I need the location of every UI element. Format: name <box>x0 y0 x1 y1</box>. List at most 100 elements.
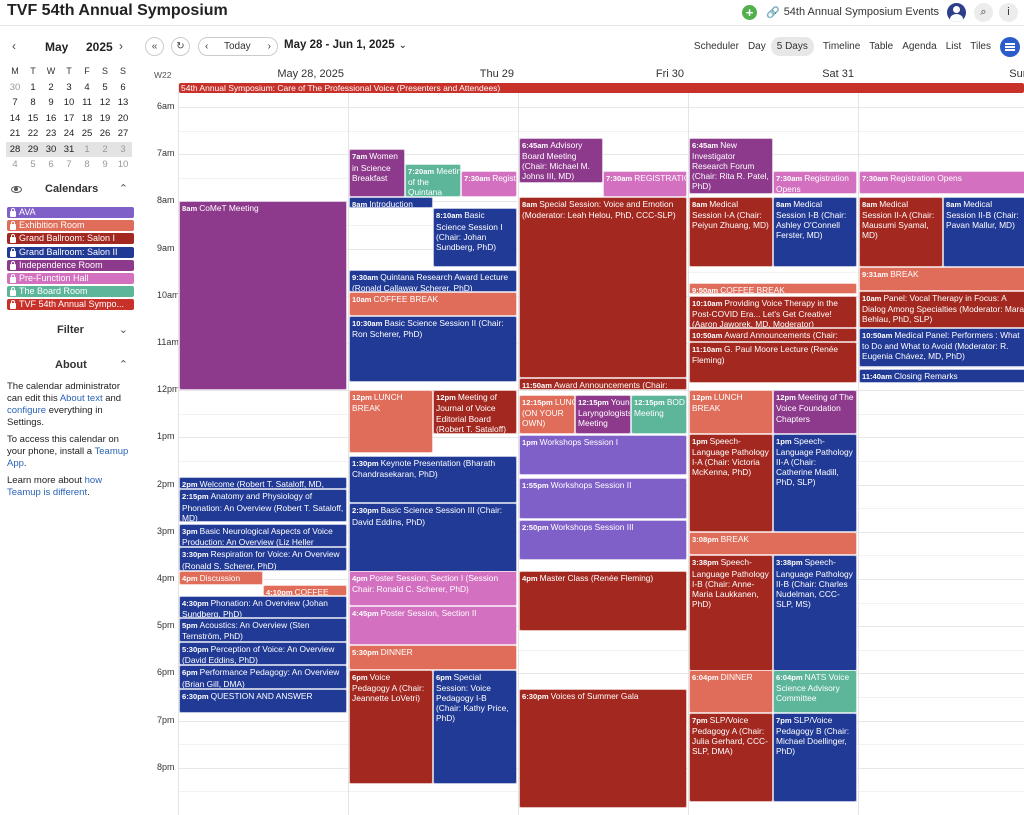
mini-cal-day[interactable]: 15 <box>27 112 39 124</box>
calendar-event[interactable]: 9:50am COFFEE BREAK <box>689 282 857 295</box>
mini-cal-day[interactable]: 6 <box>48 159 54 170</box>
mini-cal-day[interactable]: 7 <box>12 97 18 108</box>
today-button[interactable]: Today <box>224 41 251 52</box>
about-text-link[interactable]: About text <box>59 393 103 404</box>
mini-cal-day[interactable]: 3 <box>120 143 126 155</box>
mini-cal-day[interactable]: 28 <box>9 143 21 155</box>
calendar-event[interactable]: 11:40am Closing Remarks <box>859 368 1024 384</box>
mini-cal-day[interactable]: 25 <box>81 128 93 139</box>
mini-cal-day[interactable]: 26 <box>99 128 111 139</box>
calendar-event[interactable]: 7pm SLP/Voice Pedagogy B (Chair: Michael … <box>773 712 857 802</box>
next-button[interactable]: › <box>267 41 271 52</box>
calendar-event[interactable]: 2pm Welcome (Robert T. Sataloff, MD, <box>179 476 347 490</box>
mini-cal-week-row[interactable]: 28 29 30 31 1 2 3 <box>6 141 132 157</box>
mini-cal-day[interactable]: 5 <box>30 159 36 170</box>
mini-cal-day[interactable]: 24 <box>63 128 75 139</box>
calendar-event[interactable]: 4pm Discussion <box>179 570 263 585</box>
calendar-event[interactable]: 5:30pm DINNER <box>349 645 517 670</box>
mini-cal-day[interactable]: 17 <box>63 112 75 124</box>
calendar-event[interactable]: 4:30pm Phonation: An Overview (Johan Sund… <box>179 595 347 619</box>
calendar-event[interactable]: 12:15pmYoung Laryngologists Meeting <box>575 394 631 434</box>
mini-cal-week-row[interactable]: 7 8 9 10 11 12 13 <box>6 95 132 111</box>
previous-button[interactable]: ‹ <box>205 41 209 52</box>
calendar-event[interactable]: 8am Medical Session II-B (Chair: Pavan Ma… <box>943 196 1024 268</box>
mini-cal-day[interactable]: 2 <box>48 81 54 93</box>
mini-cal-day[interactable]: 23 <box>45 128 57 139</box>
configure-link[interactable]: configure <box>7 405 47 416</box>
calendar-event[interactable]: 2:50pm Workshops Session III <box>519 520 687 561</box>
calendar-event[interactable]: 9:30am Quintana Research Award Lecture (R… <box>349 269 517 292</box>
mini-cal-day[interactable]: 9 <box>48 97 54 108</box>
mini-cal-day[interactable]: 4 <box>84 81 90 93</box>
calendar-event[interactable]: 10am Panel: Vocal Therapy in Focus: A Dia… <box>859 291 1024 328</box>
view-tab-5-days[interactable]: 5 Days <box>770 37 814 56</box>
calendar-event[interactable]: 6:04pm DINNER <box>689 669 773 713</box>
day-header[interactable]: Sun 1 <box>1009 68 1024 80</box>
calendar-event[interactable]: 6:45am New Investigator Research Forum (C… <box>689 137 773 195</box>
calendar-event[interactable]: 12pm LUNCH BREAK <box>689 390 773 434</box>
user-avatar-icon[interactable] <box>947 2 966 22</box>
collapse-sidebar-button[interactable]: « <box>145 37 164 56</box>
refresh-button[interactable]: ↻ <box>171 37 190 56</box>
calendar-event[interactable]: 4pm Master Class (Renée Fleming) <box>519 570 687 631</box>
calendar-item[interactable]: Pre-Function Hall <box>7 272 134 284</box>
calendar-item[interactable]: Grand Ballroom: Salon I <box>7 233 134 245</box>
view-tab-day[interactable]: Day <box>747 41 766 52</box>
calendar-event[interactable]: 3:38pm Speech-Language Pathology II-B (Ch… <box>773 555 857 672</box>
view-tab-table[interactable]: Table <box>869 41 894 52</box>
mini-cal-day[interactable]: 16 <box>45 112 57 124</box>
calendar-event[interactable]: 10:30am Basic Science Session II (Chair: … <box>349 315 517 383</box>
calendar-event[interactable]: 1:55pm Workshops Session II <box>519 477 687 519</box>
calendar-event[interactable]: 8am Medical Session I-B (Chair: Ashley O'… <box>773 196 857 268</box>
day-header[interactable]: Thu 29 <box>479 68 514 80</box>
calendar-event[interactable]: 6pm Performance Pedagogy: An Overview (Br… <box>179 665 347 689</box>
mini-cal-day[interactable]: 6 <box>120 81 126 93</box>
calendar-event[interactable]: 1pm Workshops Session I <box>519 435 687 476</box>
mini-cal-day[interactable]: 30 <box>9 81 21 93</box>
calendar-item[interactable]: Independence Room <box>7 259 134 271</box>
calendar-item[interactable]: AVA <box>7 207 134 218</box>
calendars-section-header[interactable]: Calendars ⌃ <box>0 183 141 199</box>
mini-cal-day[interactable]: 11 <box>82 97 92 108</box>
mini-cal-day[interactable]: 31 <box>63 143 75 155</box>
view-tab-scheduler[interactable]: Scheduler <box>693 41 739 52</box>
calendar-event[interactable]: 7:30am Registration Opens <box>773 170 857 195</box>
calendar-item[interactable]: TVF 54th Annual Sympo... <box>7 299 134 311</box>
calendar-event[interactable]: 3pm Basic Neurological Aspects of Voice P… <box>179 523 347 548</box>
calendar-event[interactable]: 12:15pmLUNCH (ON YOUR OWN) <box>519 394 575 434</box>
mini-cal-prev-button[interactable]: ‹ <box>12 39 16 53</box>
calendar-event[interactable]: 12:15pm BOD Meeting <box>631 394 687 434</box>
menu-icon[interactable] <box>1000 37 1020 57</box>
calendar-event[interactable]: 8am Introduction <box>349 196 433 209</box>
mini-cal-week-row[interactable]: 14 15 16 17 18 19 20 <box>6 111 132 127</box>
calendar-event[interactable]: 12pm Meeting of Journal of Voice Editoria… <box>433 390 517 434</box>
mini-cal-day[interactable]: 3 <box>66 81 72 93</box>
chevron-down-icon[interactable]: ⌄ <box>118 324 128 336</box>
calendar-item[interactable]: Exhibition Room <box>7 220 134 232</box>
calendar-event[interactable]: 1:30pm Keynote Presentation (Bharath Chan… <box>349 456 517 504</box>
calendar-event[interactable]: 2:15pm Anatomy and Physiology of Phonatio… <box>179 489 347 523</box>
calendar-event[interactable]: 6:45am Advisory Board Meeting (Chair: Mic… <box>519 137 603 184</box>
calendar-event[interactable]: 8am Medical Session II-A (Chair: Mausumi … <box>859 196 943 268</box>
mini-cal-week-row[interactable]: 4 5 6 7 8 9 10 <box>6 157 132 173</box>
mini-cal-day[interactable]: 9 <box>102 159 108 170</box>
calendar-event[interactable]: 4pm Poster Session, Section I (Session Ch… <box>349 570 517 607</box>
calendar-event[interactable]: 8am Medical Session I-A (Chair: Peiyun Zh… <box>689 196 773 268</box>
about-section-header[interactable]: About ⌃ <box>0 359 141 375</box>
calendar-event[interactable]: 6:04pm NATS Voice Science Advisory Commit… <box>773 669 857 713</box>
calendar-event[interactable]: 5:30pm Perception of Voice: An Overview (… <box>179 641 347 666</box>
mini-cal-month[interactable]: May <box>45 40 69 54</box>
calendar-event[interactable]: 12pm Meeting of The Voice Foundation Chap… <box>773 390 857 434</box>
calendar-event[interactable]: 11:10am G. Paul Moore Lecture (Renée Flem… <box>689 342 857 384</box>
calendar-event[interactable]: 10am COFFEE BREAK <box>349 292 517 316</box>
mini-cal-day[interactable]: 7 <box>66 159 72 170</box>
mini-cal-day[interactable]: 8 <box>30 97 36 108</box>
calendar-event[interactable]: 1pm Speech-Language Pathology II-A (Chair… <box>773 433 857 532</box>
calendar-event[interactable]: 2:30pm Basic Science Session III (Chair: … <box>349 503 517 576</box>
mini-cal-day[interactable]: 21 <box>9 128 21 139</box>
calendar-event[interactable]: 8:10am Basic Science Session I (Chair: Jo… <box>433 208 517 268</box>
